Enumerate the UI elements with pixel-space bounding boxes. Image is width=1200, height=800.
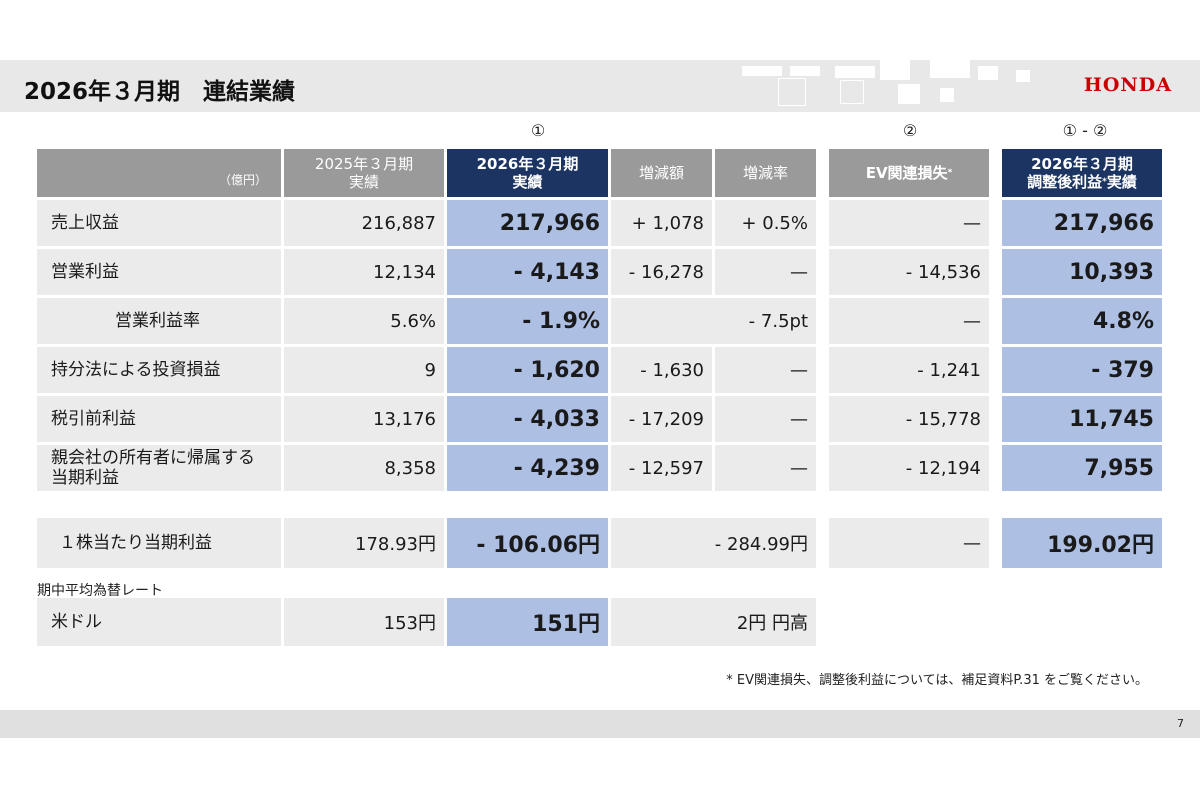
rate-value: — [715, 396, 816, 442]
marker-1: ① [530, 121, 546, 140]
prev-value: 216,887 [284, 200, 444, 246]
header-unit: （億円） [37, 149, 281, 197]
brand-name: HONDA [1083, 74, 1172, 96]
current-value: - 1.9% [447, 298, 608, 344]
eps-current-value: - 106.06円 [447, 518, 608, 568]
adjusted-value: 11,745 [1002, 396, 1162, 442]
decor-square [978, 66, 998, 80]
decor-square [1016, 70, 1030, 82]
diff-value: - 17,209 [611, 396, 712, 442]
rate-value: — [715, 249, 816, 295]
fx-diff-value: 2円 円高 [611, 598, 816, 646]
header-curr-line1: 2026年３月期 [476, 155, 579, 173]
decor-square [835, 66, 875, 78]
current-value: - 4,143 [447, 249, 608, 295]
eps-label: １株当たり当期利益 [37, 518, 281, 568]
footer-bar [0, 710, 1200, 738]
honda-logo: HONDA [1084, 74, 1172, 96]
header-prev-line1: 2025年３月期 [314, 155, 414, 173]
diff-value: - 1,630 [611, 347, 712, 393]
current-value: - 1,620 [447, 347, 608, 393]
eps-ev-value: — [829, 518, 989, 568]
current-value: 217,966 [447, 200, 608, 246]
prev-value: 9 [284, 347, 444, 393]
header-adj-line1: 2026年３月期 [1031, 155, 1133, 173]
diff-value: - 12,597 [611, 445, 712, 491]
ev-value: - 12,194 [829, 445, 989, 491]
prev-value: 5.6% [284, 298, 444, 344]
asterisk: * [1102, 177, 1107, 187]
prev-value: 8,358 [284, 445, 444, 491]
current-value: - 4,239 [447, 445, 608, 491]
fx-label: 米ドル [37, 598, 281, 646]
header-prev-line2: 実績 [348, 173, 379, 191]
decor-square [840, 80, 864, 104]
header-current-year: 2026年３月期 実績 [447, 149, 608, 197]
diff-merged-value: - 7.5pt [611, 298, 816, 344]
asterisk: * [947, 168, 953, 178]
adjusted-value: 217,966 [1002, 200, 1162, 246]
decor-square [778, 78, 806, 106]
prev-value: 13,176 [284, 396, 444, 442]
diff-value: + 1,078 [611, 200, 712, 246]
fx-prev-value: 153円 [284, 598, 444, 646]
header-rate: 増減率 [715, 149, 816, 197]
header-adjusted: 2026年３月期 調整後利益*実績 [1002, 149, 1162, 197]
eps-adjusted-value: 199.02円 [1002, 518, 1162, 568]
ev-value: - 1,241 [829, 347, 989, 393]
decor-square [790, 66, 820, 76]
marker-2: ② [902, 121, 918, 140]
header-adj-line2b: 実績 [1106, 173, 1137, 191]
rate-value: — [715, 445, 816, 491]
decor-square [898, 84, 920, 104]
ev-value: — [829, 298, 989, 344]
header-ev-loss: EV関連損失* [829, 149, 989, 197]
diff-value: - 16,278 [611, 249, 712, 295]
eps-diff-value: - 284.99円 [611, 518, 816, 568]
title-bar: 2026年３月期 連結業績 [0, 60, 1200, 112]
marker-1-minus-2: ① - ② [1062, 121, 1108, 140]
header-rate-label: 増減率 [742, 164, 788, 182]
header-diff: 増減額 [611, 149, 712, 197]
current-value: - 4,033 [447, 396, 608, 442]
unit-label: （億円） [218, 173, 267, 187]
row-label: 営業利益率 [37, 298, 281, 344]
header-diff-label: 増減額 [638, 164, 684, 182]
rate-value: + 0.5% [715, 200, 816, 246]
prev-value: 12,134 [284, 249, 444, 295]
page-title: 2026年３月期 連結業績 [24, 79, 296, 105]
decor-square [880, 60, 910, 80]
adjusted-value: 7,955 [1002, 445, 1162, 491]
ev-value: - 15,778 [829, 396, 989, 442]
row-label-line1: 親会社の所有者に帰属する [51, 448, 255, 468]
decor-square [930, 60, 970, 78]
page-number: 7 [1177, 717, 1184, 730]
ev-value: - 14,536 [829, 249, 989, 295]
header-curr-line2: 実績 [512, 173, 543, 191]
fx-current-value: 151円 [447, 598, 608, 646]
header-ev-label: EV関連損失 [865, 164, 948, 182]
ev-value: — [829, 200, 989, 246]
adjusted-value: 4.8% [1002, 298, 1162, 344]
header-prev-year: 2025年３月期 実績 [284, 149, 444, 197]
row-label: 売上収益 [37, 200, 281, 246]
rate-value: — [715, 347, 816, 393]
adjusted-value: - 379 [1002, 347, 1162, 393]
header-adj-line2a: 調整後利益 [1027, 173, 1103, 191]
row-label-line2: 当期利益 [51, 468, 119, 488]
adjusted-value: 10,393 [1002, 249, 1162, 295]
decor-square [742, 66, 782, 76]
row-label: 持分法による投資損益 [37, 347, 281, 393]
row-label: 親会社の所有者に帰属する 当期利益 [37, 445, 281, 491]
fx-section-label: 期中平均為替レート [37, 583, 163, 599]
decor-square [940, 88, 954, 102]
row-label: 営業利益 [37, 249, 281, 295]
row-label: 税引前利益 [37, 396, 281, 442]
footnote: * EV関連損失、調整後利益については、補足資料P.31 をご覧ください。 [726, 673, 1148, 688]
eps-prev-value: 178.93円 [284, 518, 444, 568]
